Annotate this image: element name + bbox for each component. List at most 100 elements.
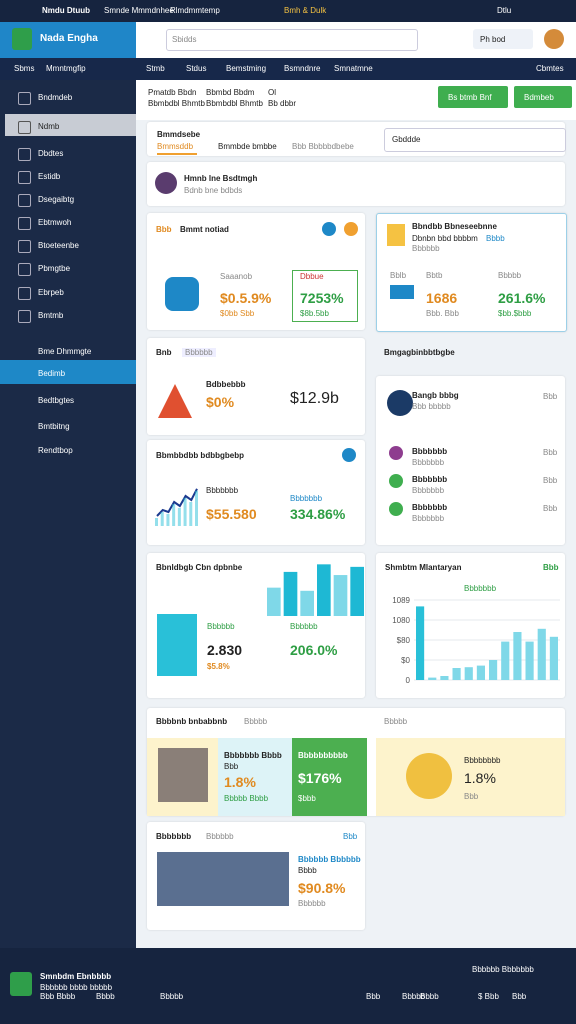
footer-link[interactable]: Bbbbb (160, 992, 184, 1001)
footer-icon[interactable]: $ Bbb (478, 992, 499, 1001)
sidebar-active-item[interactable]: Bedimb (38, 369, 66, 378)
bar-chart (267, 564, 364, 616)
bar (452, 668, 461, 680)
list-icon (389, 474, 403, 488)
list-num: Bbb (543, 392, 558, 401)
label: Dbbue (300, 272, 324, 281)
nav-item[interactable]: Bsmndnre (284, 64, 321, 73)
sidebar-item[interactable]: Bndmdeb (38, 93, 73, 102)
list-name: Bangb bbbg (412, 391, 459, 400)
tab-sub: Bmmsddb (157, 142, 194, 151)
chip: Bbbbb (244, 717, 268, 726)
profile-sub: Bdnb bne bdbds (184, 186, 243, 195)
top-bar (0, 0, 576, 22)
y-tick-label: $0 (401, 656, 410, 665)
dropdown[interactable] (384, 128, 566, 152)
sidebar-icon (18, 217, 31, 230)
tab[interactable]: Bmmdsebe (157, 130, 201, 139)
profile-avatar (155, 172, 177, 194)
line (156, 488, 198, 517)
bar (283, 571, 298, 616)
footer-icon[interactable]: Bbb (512, 992, 527, 1001)
card-title: Bmmt notiad (180, 225, 229, 234)
footer-icon[interactable]: Bbbbb (402, 992, 426, 1001)
foot: Bbbbbb (298, 899, 326, 908)
card (147, 440, 365, 545)
bar (549, 636, 558, 680)
top-link[interactable]: Rlmdmmtemp (170, 6, 220, 15)
nav-item[interactable]: Stdus (186, 64, 207, 73)
list-sub: Bbbbbbb (412, 458, 445, 467)
nav-item[interactable]: Bemstming (226, 64, 267, 73)
tile-value: $176% (298, 770, 342, 786)
footer-link[interactable]: Bbb Bbbb (40, 992, 76, 1001)
list-num: Bbb (543, 476, 558, 485)
button[interactable] (514, 86, 572, 108)
list-sub: Bbbbbbb (412, 514, 445, 523)
top-link[interactable]: Smnde Mmmdnhee (104, 6, 174, 15)
tile-foot: Bbbbb Bbbb (224, 794, 269, 803)
card-tag: Bbb (156, 225, 172, 234)
bar (317, 564, 331, 616)
label: Bbbbbbb (206, 486, 239, 495)
dropdown-text: Gbddde (392, 135, 421, 144)
sidebar-item[interactable]: Bmtmb (38, 311, 64, 320)
sidebar-icon (18, 194, 31, 207)
footer-brand: Smnbdm Ebnbbbb (40, 972, 112, 981)
sidebar-item[interactable]: Estidb (38, 172, 61, 181)
sidebar-item[interactable]: Dbdtes (38, 149, 64, 158)
sidebar-item[interactable]: Rendtbop (38, 446, 73, 455)
list-icon (389, 502, 403, 516)
sidebar-item[interactable]: Btoeteenbe (38, 241, 79, 250)
sidebar-item[interactable]: Ebrpeb (38, 288, 64, 297)
bar (428, 677, 437, 680)
section-right: Bbbbb (384, 717, 408, 726)
sidebar-highlight (5, 114, 136, 136)
sidebar-item[interactable]: Bedtbgtes (38, 396, 75, 405)
sidebar-item[interactable]: Ndmb (38, 122, 60, 131)
sidebar-active (0, 360, 136, 384)
sub: Bbb. Bbb (426, 309, 459, 318)
header-button[interactable] (473, 29, 533, 49)
card (147, 338, 365, 435)
footer-icon[interactable]: Bbb (366, 992, 381, 1001)
list-title: Bmgagbinbbtbgbe (384, 348, 455, 357)
breadcrumb-text: Pmatdb Bbdn (148, 88, 197, 97)
bar (476, 665, 485, 680)
tile-title: Bbbbbbbbbb (298, 751, 348, 760)
search-box[interactable] (166, 29, 418, 51)
nav-menu[interactable]: Mmntmgfip (46, 64, 86, 73)
sidebar-icon (18, 148, 31, 161)
value: $12.9b (290, 390, 339, 407)
card-link[interactable]: Bbbb (486, 234, 505, 243)
nav-item[interactable]: Stmb (146, 64, 165, 73)
tab[interactable]: Bbb Bbbbbdbebe (292, 142, 354, 151)
footer-sub: Bbbbbb bbbb bbbbb (40, 983, 113, 992)
avatar[interactable] (544, 29, 564, 49)
value: 334.86% (290, 506, 346, 522)
sidebar-item[interactable]: Dsegaibtg (38, 195, 75, 204)
sidebar-icon (18, 171, 31, 184)
card-link[interactable]: Bbb (343, 832, 358, 841)
tile-image (158, 748, 208, 802)
sidebar-icon (18, 310, 31, 323)
tile (218, 738, 292, 816)
nav-right[interactable]: Cbmtes (536, 64, 564, 73)
sidebar-item[interactable]: Bmtbitng (38, 422, 70, 431)
tab[interactable]: Bmmbde bmbbe (218, 142, 277, 151)
footer-icon[interactable]: Bbbb (420, 992, 439, 1001)
list-num: Bbb (543, 448, 558, 457)
button[interactable] (438, 86, 508, 108)
nav-item[interactable]: Smnatmne (334, 64, 373, 73)
sidebar-item[interactable]: Pbmgtbe (38, 264, 71, 273)
bar (440, 676, 449, 680)
tile-sub: Bbb (224, 762, 239, 771)
footer-link[interactable]: Bbbb (96, 992, 115, 1001)
value: $0.5.9% (220, 290, 272, 306)
sidebar-item[interactable]: Ebtmwoh (38, 218, 72, 227)
footer-logo (10, 972, 32, 996)
top-link[interactable]: Dtlu (497, 6, 512, 15)
top-link[interactable]: Bmh & Dulk (284, 6, 327, 15)
tile (292, 738, 367, 816)
nav-bar (0, 58, 576, 80)
